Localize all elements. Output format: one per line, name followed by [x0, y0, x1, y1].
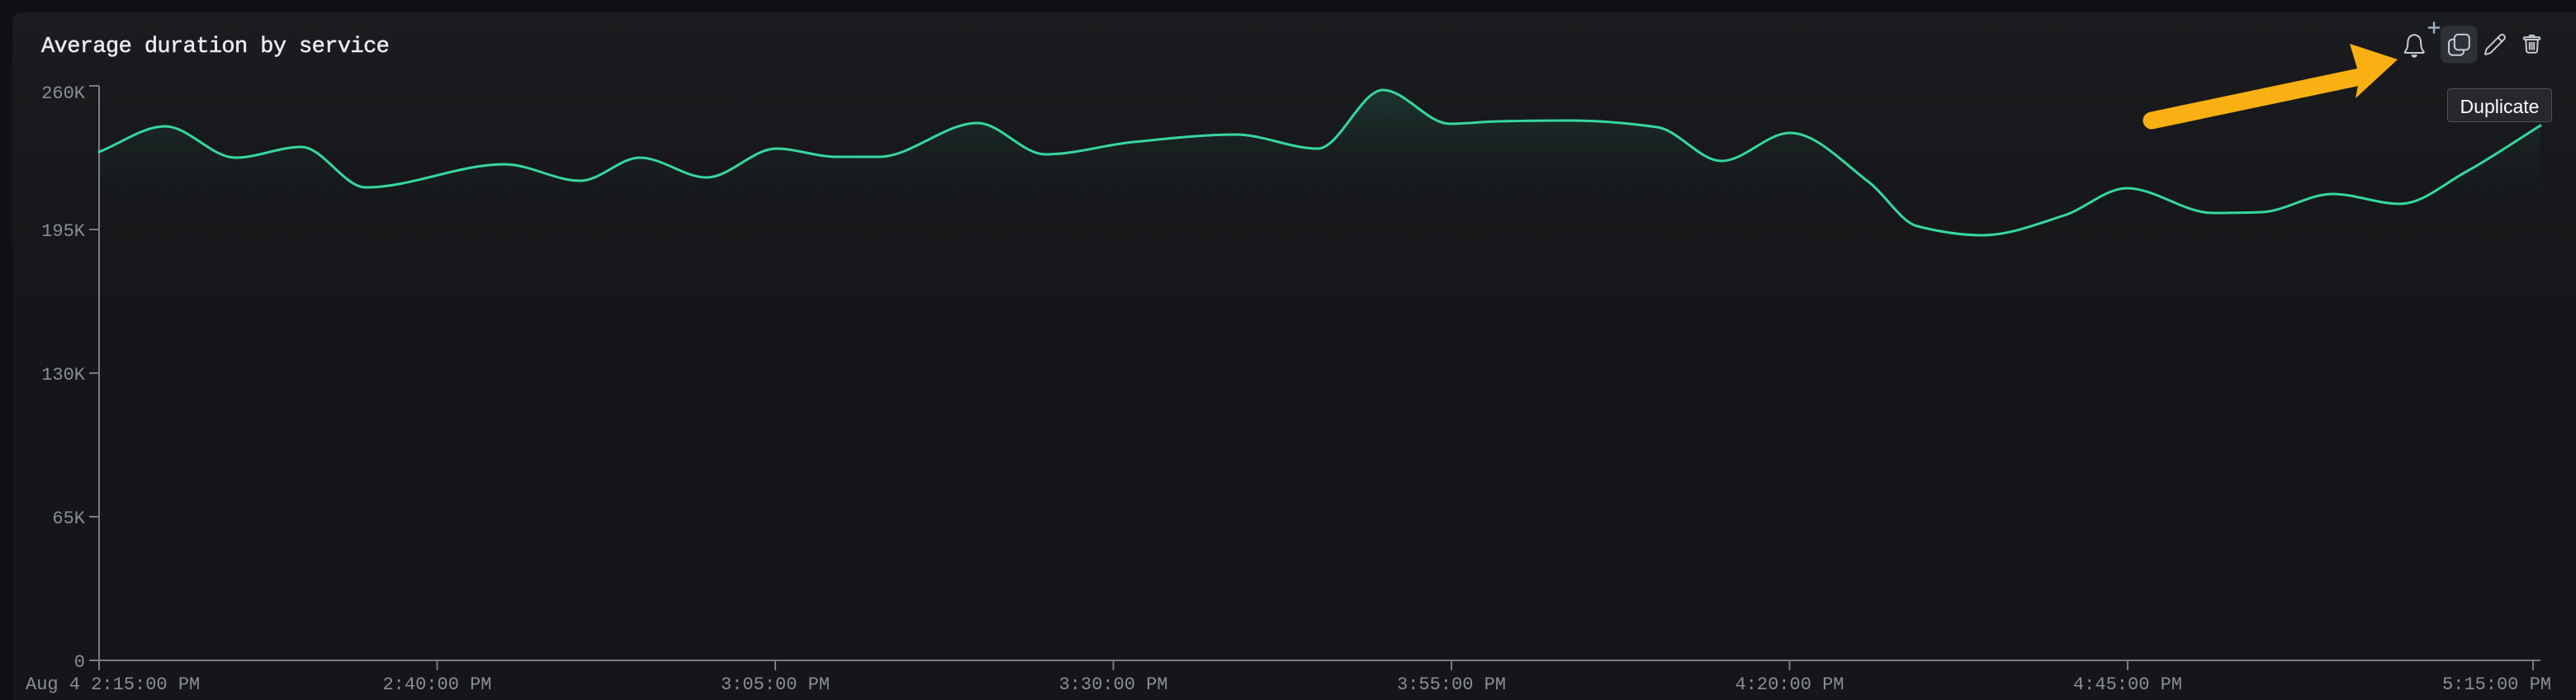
svg-text:130K: 130K — [41, 365, 86, 385]
svg-text:3:55:00 PM: 3:55:00 PM — [1397, 674, 1506, 695]
svg-text:195K: 195K — [41, 221, 86, 242]
svg-text:260K: 260K — [41, 83, 86, 104]
svg-text:3:30:00 PM: 3:30:00 PM — [1058, 674, 1167, 695]
svg-text:2:40:00 PM: 2:40:00 PM — [382, 674, 491, 695]
svg-text:0: 0 — [74, 652, 85, 673]
svg-text:4:20:00 PM: 4:20:00 PM — [1735, 674, 1844, 695]
svg-text:4:45:00 PM: 4:45:00 PM — [2073, 674, 2182, 695]
svg-text:3:05:00 PM: 3:05:00 PM — [721, 674, 830, 695]
svg-text:Aug 4 2:15:00 PM: Aug 4 2:15:00 PM — [26, 674, 200, 695]
svg-text:5:15:00 PM: 5:15:00 PM — [2442, 674, 2551, 695]
svg-text:65K: 65K — [52, 508, 85, 529]
